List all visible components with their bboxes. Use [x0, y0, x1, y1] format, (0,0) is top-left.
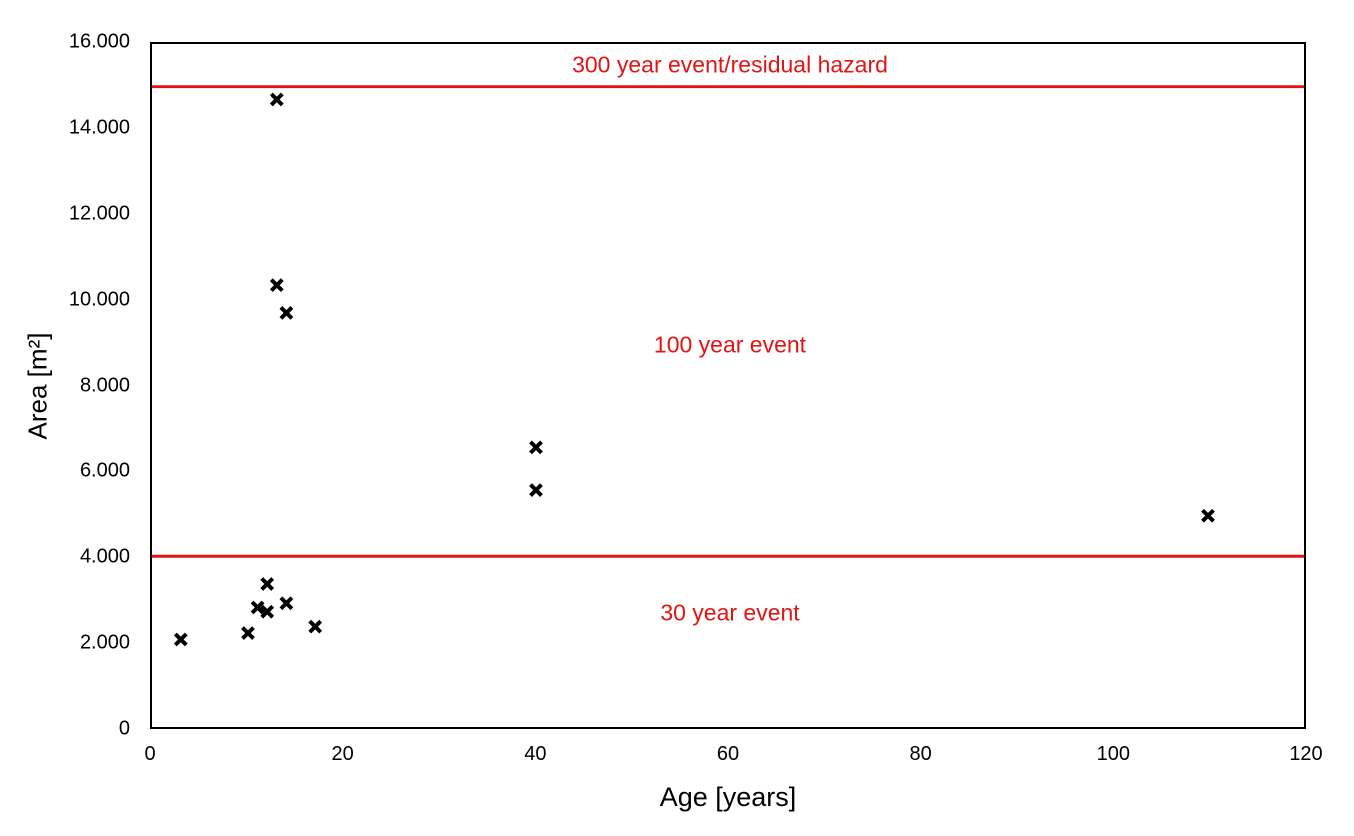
y-tick-label: 16.000 [68, 30, 130, 53]
data-point-marker [279, 306, 294, 320]
y-tick-label: 8.000 [79, 374, 130, 396]
data-point-marker [260, 604, 275, 619]
data-point-marker [279, 596, 294, 611]
data-point-marker [308, 619, 323, 634]
scatter-plot-svg [152, 85, 1304, 647]
y-tick-label: 12.000 [68, 202, 130, 225]
y-tick-label: 10.000 [68, 288, 130, 311]
chart-annotation: 100 year event [653, 331, 807, 358]
data-point-marker [250, 600, 265, 615]
data-point-marker [269, 92, 284, 107]
data-point-marker [269, 278, 284, 293]
y-tick-label: 6.000 [79, 459, 130, 482]
x-tick-label: 60 [716, 743, 740, 765]
data-point-marker [173, 632, 188, 647]
y-axis-tick-labels: 0 2.000 4.000 6.000 8.000 10.000 12.000 14.000 1… [0, 31, 138, 740]
y-tick-label: 2.000 [79, 631, 130, 654]
chart-annotation: 30 year event [660, 599, 800, 626]
y-tick-label: 4.000 [79, 545, 130, 568]
chart-annotation: 300 year event/residual hazard [572, 51, 888, 78]
x-axis-title: Age [years] [659, 782, 797, 812]
y-tick-label: 14.000 [68, 116, 130, 139]
data-point-marker [260, 577, 275, 591]
x-tick-label: 80 [909, 743, 932, 765]
x-tick-label: 40 [524, 743, 547, 765]
x-tick-label: 0 [144, 743, 156, 765]
x-tick-label: 120 [1289, 743, 1323, 765]
data-point-marker [241, 626, 255, 640]
x-axis-tick-labels: 0 20 40 60 80 100 120 [144, 737, 1322, 767]
x-tick-label: 20 [331, 743, 354, 765]
data-point-marker [529, 440, 543, 455]
data-point-marker [529, 483, 543, 497]
x-tick-label: 100 [1096, 743, 1131, 765]
data-point-marker [1201, 508, 1215, 523]
y-tick-label: 0 [118, 717, 130, 740]
plot-area: 300 year event/residual hazard 100 year e… [150, 42, 1306, 729]
